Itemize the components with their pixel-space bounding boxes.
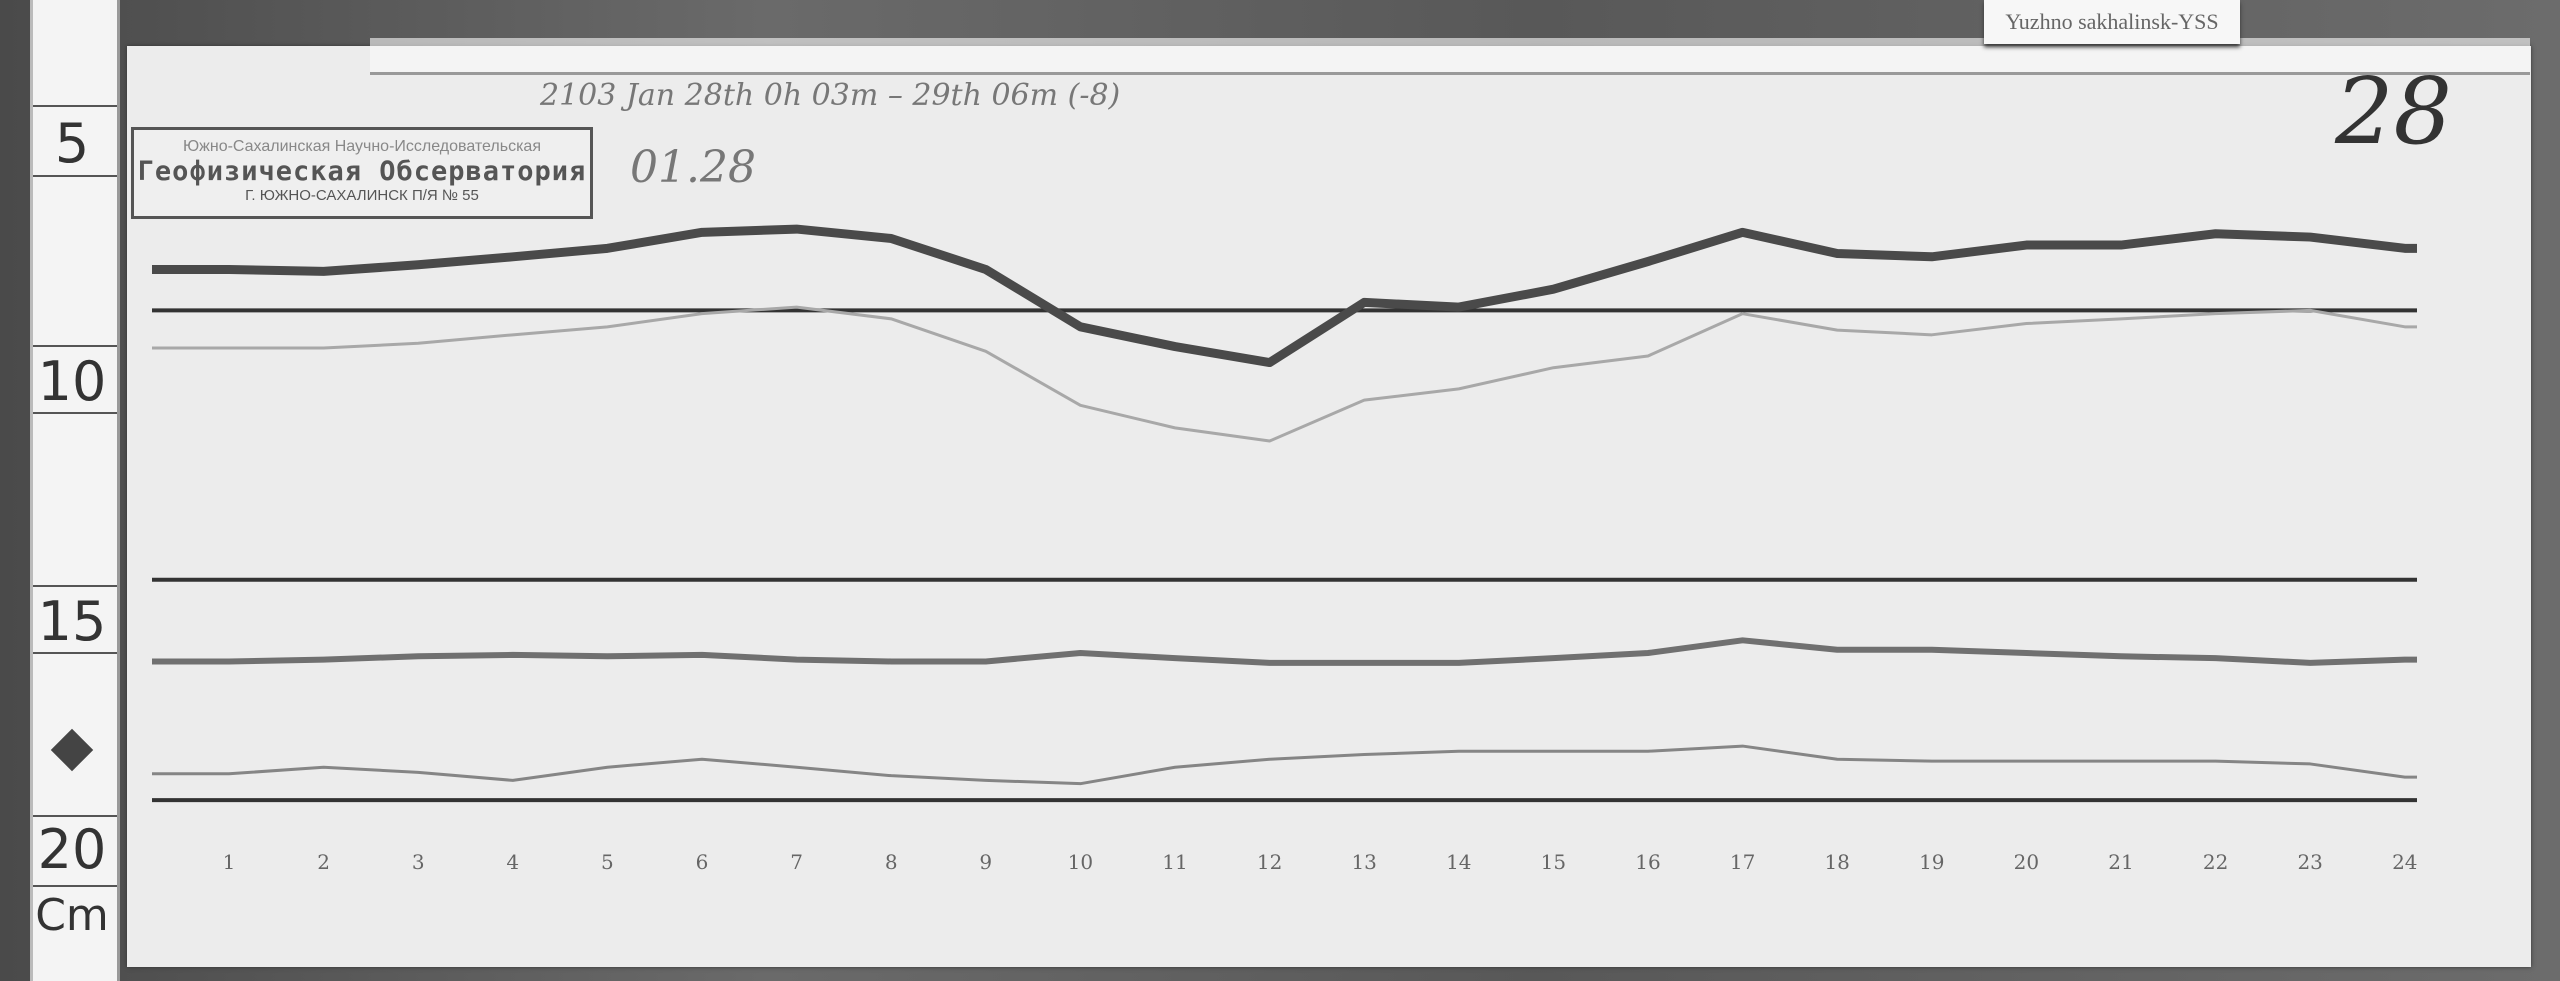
tape-strip	[370, 38, 2530, 75]
ruler-divider	[33, 345, 117, 347]
ruler-divider	[33, 815, 117, 817]
stamp-line-1: Южно-Сахалинская Научно-Исследовательска…	[182, 138, 541, 155]
ruler-divider	[33, 175, 117, 177]
hour-label: 7	[790, 850, 803, 874]
observatory-stamp: Южно-Сахалинская Научно-Исследовательска…	[131, 127, 593, 219]
hour-label: 2	[317, 850, 330, 874]
stamp-line-2: Геофизическая Обсерватория	[137, 156, 587, 187]
hour-label: 13	[1351, 850, 1377, 874]
ruler-divider	[33, 105, 117, 107]
ruler-divider	[33, 585, 117, 587]
hour-label: 18	[1824, 850, 1850, 874]
stamp-line-3: Г. ЮЖНО-САХАЛИНСК П/Я № 55	[245, 187, 479, 204]
hour-label: 8	[884, 850, 898, 874]
hour-label: 23	[2297, 850, 2323, 874]
hour-label: 21	[2108, 850, 2134, 874]
ruler-label-15: 15	[37, 590, 107, 653]
hour-label: 14	[1446, 850, 1472, 874]
ruler: 5 10 15 20 Cm	[30, 0, 120, 981]
hour-label: 20	[2013, 850, 2040, 874]
ruler-unit: Cm	[35, 890, 109, 941]
trace-1	[152, 224, 2417, 368]
trace-3	[152, 637, 2417, 666]
hour-label: 5	[601, 850, 614, 874]
hour-label: 10	[1067, 850, 1094, 874]
hour-label: 12	[1256, 850, 1283, 874]
trace-4	[152, 744, 2417, 786]
page-number: 28	[2335, 58, 2453, 165]
handwritten-header: 2103 Jan 28th 0h 03m – 29th 06m (-8)	[540, 78, 1121, 113]
hour-label: 9	[979, 850, 993, 874]
hour-label: 22	[2202, 850, 2229, 874]
hour-label: 11	[1162, 850, 1188, 874]
hour-label: 17	[1729, 850, 1756, 874]
ruler-label-20: 20	[37, 818, 107, 881]
hour-label: 6	[695, 850, 709, 874]
hour-label: 3	[411, 850, 425, 874]
hour-label: 24	[2392, 850, 2418, 874]
ruler-divider	[33, 412, 117, 414]
hour-label: 1	[222, 850, 236, 874]
ruler-divider	[33, 652, 117, 654]
handwritten-date-code: 01.28	[630, 142, 756, 193]
hour-label: 16	[1635, 850, 1661, 874]
hour-label: 19	[1919, 850, 1945, 874]
ruler-label-5: 5	[54, 112, 90, 175]
station-tag: Yuzhno sakhalinsk-YSS	[1984, 0, 2240, 44]
ruler-divider	[33, 885, 117, 887]
hour-label: 15	[1540, 850, 1567, 874]
hour-label: 4	[506, 850, 520, 874]
trace-2	[152, 305, 2417, 443]
ruler-label-10: 10	[37, 350, 107, 413]
